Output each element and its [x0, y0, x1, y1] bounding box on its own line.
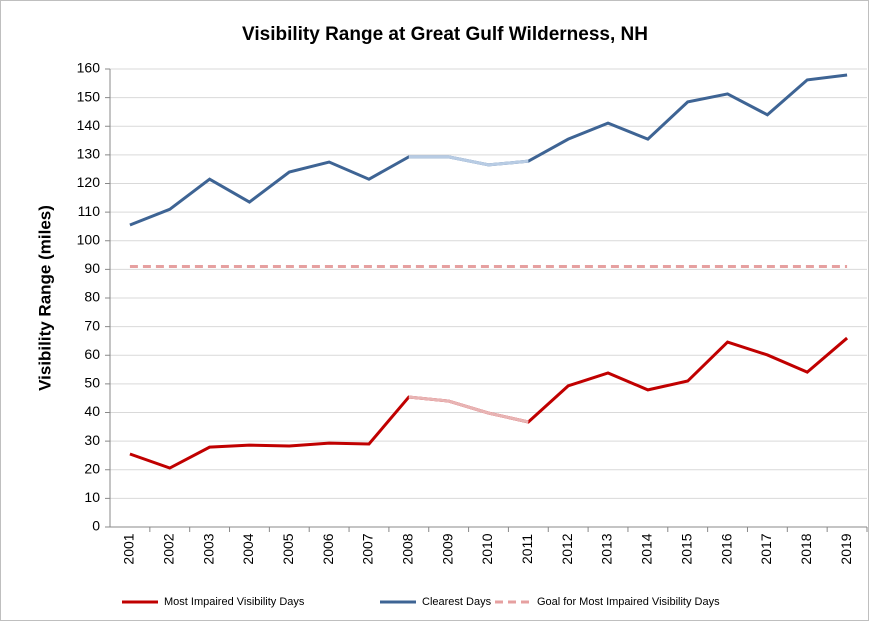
legend-label: Most Impaired Visibility Days	[164, 596, 305, 608]
y-tick-label: 90	[84, 260, 100, 276]
interpolated-segment	[408, 395, 529, 424]
x-tick-label: 2015	[678, 533, 694, 564]
x-tick-label: 2009	[439, 533, 455, 564]
y-tick-label: 70	[84, 317, 100, 333]
x-tick-label: 2008	[400, 533, 416, 564]
x-tick-label: 2011	[519, 534, 535, 564]
y-tick-label: 10	[84, 489, 100, 505]
interpolated-segment	[408, 155, 529, 167]
x-tick-label: 2006	[320, 533, 336, 564]
legend-label: Clearest Days	[422, 596, 492, 608]
y-tick-label: 0	[92, 518, 100, 534]
y-tick-label: 40	[84, 403, 100, 419]
x-tick-label: 2010	[479, 533, 495, 564]
x-tick-label: 2001	[121, 533, 137, 564]
y-tick-label: 50	[84, 375, 100, 391]
x-tick-label: 2016	[718, 533, 734, 564]
y-tick-label: 160	[77, 60, 101, 76]
y-tick-label: 120	[77, 174, 101, 190]
y-tick-label: 80	[84, 289, 100, 305]
y-tick-label: 30	[84, 432, 100, 448]
x-tick-label: 2014	[639, 533, 655, 564]
y-axis-title: Visibility Range (miles)	[35, 205, 54, 391]
legend-label: Goal for Most Impaired Visibility Days	[537, 596, 720, 608]
x-tick-label: 2019	[838, 533, 854, 564]
x-tick-label: 2018	[798, 533, 814, 564]
y-tick-label: 130	[77, 146, 101, 162]
y-tick-label: 150	[77, 88, 101, 104]
x-tick-label: 2013	[599, 533, 615, 564]
y-tick-label: 140	[77, 117, 101, 133]
y-tick-label: 60	[84, 346, 100, 362]
x-tick-label: 2012	[559, 533, 575, 564]
x-tick-label: 2002	[160, 533, 176, 564]
x-tick-label: 2003	[200, 533, 216, 564]
y-tick-label: 100	[77, 231, 101, 247]
chart-title: Visibility Range at Great Gulf Wildernes…	[242, 24, 648, 45]
x-tick-label: 2017	[758, 533, 774, 564]
x-tick-label: 2004	[240, 533, 256, 564]
y-tick-label: 20	[84, 460, 100, 476]
y-tick-label: 110	[78, 203, 101, 219]
x-tick-label: 2005	[280, 533, 296, 564]
x-tick-label: 2007	[360, 533, 376, 564]
